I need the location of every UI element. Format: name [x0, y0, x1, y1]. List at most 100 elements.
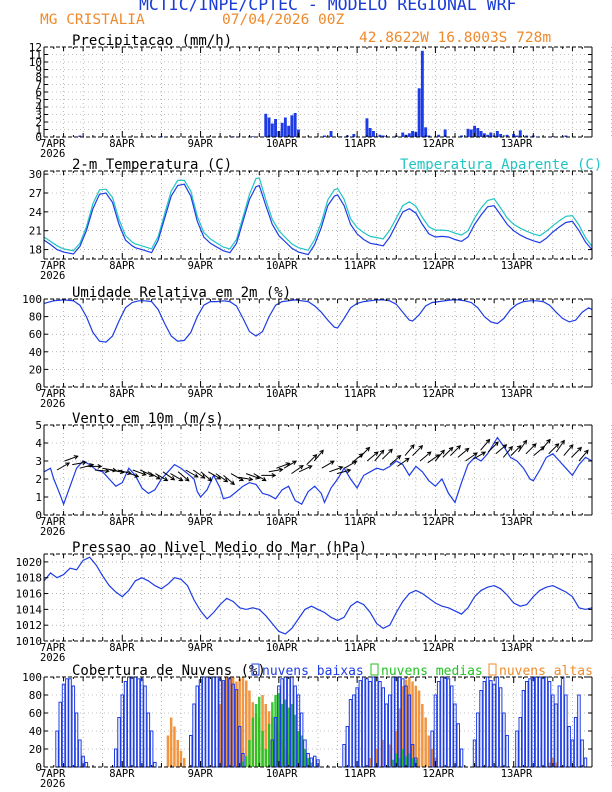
bar-nuvens-altas — [430, 749, 434, 767]
xtick-label: 11APR — [344, 642, 376, 654]
xtick-label: 10APR — [266, 260, 298, 272]
bar-nuvens-baixas — [580, 739, 584, 768]
xtick-label: 10APR — [266, 138, 298, 150]
xtick-label: 7APR — [40, 388, 66, 400]
wind-vector — [298, 465, 313, 473]
xtick-label: 11APR — [344, 260, 376, 272]
bar-nuvens-baixas — [361, 676, 366, 768]
bar-nuvens-medias — [241, 761, 245, 767]
bar-nuvens-baixas — [498, 687, 503, 768]
ytick-label: 21 — [29, 225, 42, 238]
ytick-label: 2 — [35, 116, 42, 129]
precip-bar — [329, 131, 333, 137]
bar-nuvens-baixas — [358, 680, 363, 768]
precip-bar — [420, 50, 424, 138]
bar-nuvens-altas — [231, 677, 235, 767]
wind-vector — [381, 448, 393, 460]
bar-nuvens-baixas — [342, 744, 346, 768]
bar-nuvens-baixas — [149, 730, 154, 768]
precip-bar — [372, 131, 375, 137]
bar-nuvens-baixas — [195, 685, 199, 768]
bar-nuvens-altas — [222, 681, 225, 767]
precip-bar — [270, 123, 274, 137]
precip-bar — [411, 131, 414, 137]
ytick-label: 60 — [29, 328, 42, 341]
temp-legend-apparent: Temperatura Aparente (C) — [400, 157, 602, 173]
xtick-year: 2026 — [40, 526, 65, 538]
bar-nuvens-baixas — [352, 694, 356, 768]
slp-panel: 1010 1012 1014 1016 1018 1020 7APR 8APR 9APR 10AP… — [16, 540, 612, 664]
bar-nuvens-baixas — [446, 678, 451, 768]
ytick-label: 4 — [35, 101, 42, 114]
wind-vector — [223, 475, 236, 486]
precip-bar — [437, 134, 441, 138]
precip-bar — [476, 128, 480, 137]
wind-vector — [336, 468, 352, 475]
xtick-label: 12APR — [422, 388, 454, 400]
bar-nuvens-baixas — [573, 717, 578, 768]
bar-nuvens-medias — [271, 702, 274, 767]
clouds-panel: 0 20 40 60 80 100 7APR 8APR 9APR 10APR 11APR 12APR 1… — [22, 663, 612, 790]
bar-nuvens-baixas — [528, 678, 532, 768]
ytick-label: 60 — [29, 707, 42, 720]
wind-vector — [253, 473, 267, 482]
bar-nuvens-altas — [408, 677, 411, 767]
precip-bar — [479, 131, 483, 137]
bar-nuvens-baixas — [547, 681, 552, 768]
precip-bar — [525, 135, 529, 137]
bar-nuvens-baixas — [440, 676, 444, 768]
ytick-label: 0 — [35, 381, 42, 394]
wind-vector — [344, 460, 358, 469]
bar-nuvens-medias — [274, 695, 277, 767]
bar-nuvens-baixas — [127, 676, 131, 768]
bar-nuvens-baixas — [68, 678, 72, 768]
bar-nuvens-altas — [411, 681, 414, 767]
wind-vector — [480, 438, 491, 451]
precip-bar — [78, 135, 82, 137]
wind-vector — [268, 467, 284, 473]
bar-nuvens-baixas — [401, 678, 405, 768]
slp-title: Pressao ao Nivel Medio do Mar (hPa) — [72, 540, 367, 556]
precip-bar — [489, 132, 493, 137]
bar-nuvens-baixas — [215, 676, 219, 768]
bar-nuvens-baixas — [430, 730, 434, 768]
xtick-label: 11APR — [344, 516, 376, 528]
bar-nuvens-medias — [284, 699, 287, 767]
bar-nuvens-baixas — [567, 726, 571, 768]
bar-nuvens-altas — [375, 749, 378, 767]
bar-nuvens-altas — [235, 681, 238, 767]
bar-nuvens-baixas — [143, 685, 147, 768]
wind-vector — [72, 460, 88, 466]
bar-nuvens-baixas — [450, 685, 454, 768]
bar-nuvens-altas — [414, 686, 418, 767]
wind-vector — [87, 464, 103, 469]
bar-nuvens-altas — [228, 677, 232, 767]
wind-vector — [472, 451, 487, 460]
precip-bar — [368, 128, 372, 137]
line-slp — [43, 556, 593, 635]
xtick-label: 13APR — [501, 260, 533, 272]
bar-nuvens-altas — [554, 762, 558, 767]
bar-nuvens-medias — [251, 717, 254, 767]
ytick-label: 18 — [29, 244, 42, 257]
xtick-label: 12APR — [422, 768, 454, 780]
wind-vector — [412, 444, 424, 456]
xtick-label: 13APR — [501, 138, 533, 150]
bar-nuvens-altas — [173, 726, 176, 767]
bar-nuvens-altas — [241, 677, 245, 767]
run-date: 07/04/2026 00Z — [222, 12, 345, 28]
bar-nuvens-altas — [398, 708, 401, 767]
bar-nuvens-baixas — [538, 676, 542, 768]
wind-vector — [245, 473, 261, 480]
ytick-label: 1018 — [16, 572, 43, 585]
precip-bar — [251, 136, 255, 138]
ytick-label: 0 — [35, 509, 42, 522]
wind-vector — [192, 469, 206, 479]
ytick-label: 20 — [29, 743, 42, 756]
bar-nuvens-baixas — [518, 717, 522, 768]
xtick-label: 9APR — [188, 516, 214, 528]
wind-vector — [397, 457, 410, 467]
legend-swatch — [370, 663, 379, 676]
bar-nuvens-medias — [391, 759, 395, 767]
